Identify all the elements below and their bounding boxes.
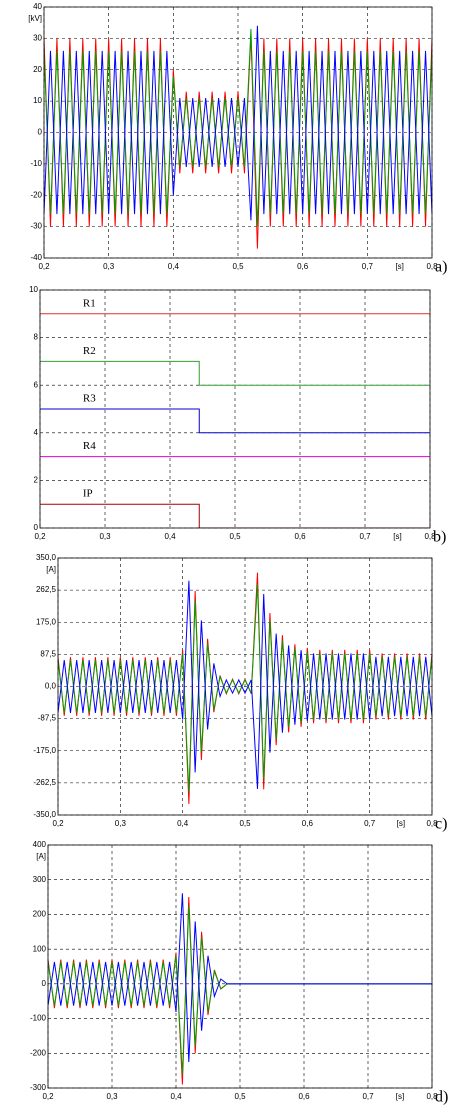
- plot-frame: [57, 557, 433, 816]
- x-tick-label: 0,8: [426, 819, 438, 828]
- y-tick-label: 40: [33, 2, 42, 11]
- y-unit: [A]: [36, 852, 46, 861]
- y-tick-label: 8: [34, 333, 39, 342]
- x-tick-label: 0,8: [426, 262, 438, 271]
- series-line: [58, 584, 432, 793]
- y-tick-label: 175,0: [36, 617, 57, 626]
- x-tick-label: 0,2: [42, 1092, 54, 1101]
- plot-frame: [47, 844, 433, 1089]
- series-label: R4: [83, 440, 96, 452]
- x-tick-label: 0,5: [232, 262, 244, 271]
- x-tick-label: 0,5: [234, 1092, 246, 1101]
- y-tick-label: 100: [33, 944, 47, 953]
- y-tick-label: -20: [30, 190, 42, 199]
- y-tick-label: 0: [38, 128, 43, 137]
- plot-frame: [39, 289, 431, 529]
- y-tick-label: 0: [42, 979, 47, 988]
- x-tick-label: 0,6: [294, 532, 306, 541]
- series-label: R1: [83, 297, 96, 309]
- x-tick-label: 0,4: [168, 262, 180, 271]
- y-tick-label: 4: [34, 428, 39, 437]
- x-tick-label: 0,4: [170, 1092, 182, 1101]
- y-tick-label: 6: [34, 380, 39, 389]
- series-line: [40, 360, 430, 386]
- y-tick-label: -100: [30, 1014, 47, 1023]
- x-tick-label: 0,3: [103, 262, 115, 271]
- y-tick-label: -175,0: [33, 746, 56, 755]
- series-line: [44, 35, 432, 249]
- x-tick-label: 0,6: [298, 1092, 310, 1101]
- plot-frame: [43, 6, 433, 259]
- y-tick-label: -87,5: [38, 714, 57, 723]
- x-tick-label: 0,7: [362, 262, 374, 271]
- y-tick-label: 400: [33, 840, 47, 849]
- y-tick-label: -262,5: [33, 778, 56, 787]
- x-tick-label: 0,5: [239, 819, 251, 828]
- series-label: R3: [83, 393, 96, 405]
- y-unit: [A]: [46, 565, 56, 574]
- x-tick-label: 0,5: [229, 532, 241, 541]
- y-tick-label: 200: [33, 910, 47, 919]
- panel-label: c): [435, 816, 447, 833]
- y-tick-label: -200: [30, 1048, 47, 1057]
- y-tick-label: 262,5: [36, 585, 57, 594]
- y-tick-label: 350,0: [36, 553, 57, 562]
- x-tick-label: 0,2: [52, 819, 64, 828]
- x-unit: [s]: [396, 1092, 404, 1101]
- y-tick-label: -40: [30, 253, 42, 262]
- x-unit: [s]: [395, 262, 403, 271]
- panel-label: b): [433, 529, 446, 546]
- series-line: [48, 893, 432, 1062]
- series-label: R2: [83, 345, 96, 357]
- y-tick-label: -300: [30, 1083, 47, 1092]
- y-tick-label: 300: [33, 875, 47, 884]
- y-tick-label: 10: [29, 285, 38, 294]
- y-tick-label: 30: [33, 33, 42, 42]
- panel-label: d): [435, 1089, 448, 1106]
- x-tick-label: 0,2: [34, 532, 46, 541]
- y-tick-label: -10: [30, 159, 42, 168]
- x-tick-label: 0,3: [115, 819, 127, 828]
- y-tick-label: -30: [30, 222, 42, 231]
- x-tick-label: 0,4: [164, 532, 176, 541]
- x-tick-label: 0,6: [302, 819, 314, 828]
- y-tick-label: 10: [33, 96, 42, 105]
- x-tick-label: 0,7: [364, 819, 376, 828]
- series-label: IP: [83, 488, 93, 500]
- x-tick-label: 0,3: [99, 532, 111, 541]
- x-tick-label: 0,7: [362, 1092, 374, 1101]
- y-unit: [kV]: [28, 14, 42, 23]
- x-tick-label: 0,4: [177, 819, 189, 828]
- y-tick-label: 87,5: [40, 649, 56, 658]
- x-tick-label: 0,2: [38, 262, 50, 271]
- x-tick-label: 0,8: [426, 1092, 438, 1101]
- x-tick-label: 0,6: [297, 262, 309, 271]
- x-tick-label: 0,8: [424, 532, 436, 541]
- series-line: [44, 25, 432, 221]
- series-line: [40, 503, 430, 528]
- y-tick-label: 0,0: [45, 682, 57, 691]
- series-line: [40, 408, 430, 434]
- x-tick-label: 0,7: [359, 532, 371, 541]
- y-tick-label: 0: [34, 523, 39, 532]
- y-tick-label: 2: [34, 476, 39, 485]
- series-line: [44, 28, 432, 227]
- x-tick-label: 0,3: [106, 1092, 118, 1101]
- x-unit: [s]: [393, 532, 401, 541]
- series-line: [58, 580, 432, 789]
- x-unit: [s]: [397, 819, 405, 828]
- y-tick-label: 20: [33, 65, 42, 74]
- panel-label: a): [435, 259, 447, 276]
- y-tick-label: -350,0: [33, 810, 56, 819]
